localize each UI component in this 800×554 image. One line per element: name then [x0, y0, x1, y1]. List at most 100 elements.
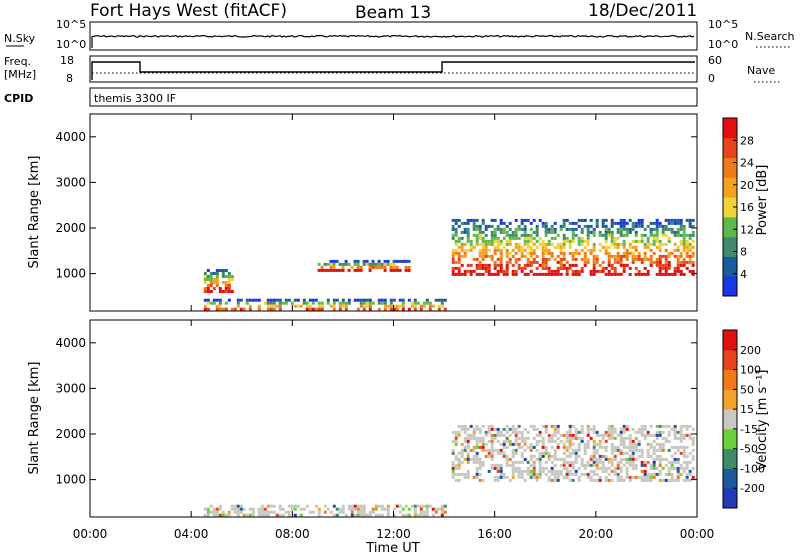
scatter-cell	[691, 457, 695, 461]
colorbar-frame	[722, 329, 738, 509]
scatter-cell	[490, 451, 494, 455]
scatter-cell	[484, 266, 488, 270]
scatter-cell	[634, 257, 638, 261]
scatter-cell	[481, 445, 485, 449]
scatter-cell	[643, 472, 647, 476]
scatter-cell	[589, 463, 593, 467]
scatter-cell	[607, 272, 611, 276]
scatter-cell	[478, 263, 482, 267]
scatter-cell	[272, 504, 276, 508]
scatter-cell	[320, 268, 324, 272]
scatter-cell	[610, 448, 614, 452]
scatter-cell	[631, 260, 635, 264]
scatter-cell	[559, 433, 563, 437]
scatter-cell	[610, 478, 614, 482]
scatter-cell	[332, 504, 336, 508]
scatter-cell	[544, 451, 548, 455]
scatter-cell	[368, 298, 372, 302]
scatter-cell	[601, 221, 605, 225]
scatter-cell	[493, 230, 497, 234]
colorbar-swatch	[723, 177, 737, 198]
scatter-cell	[691, 448, 695, 452]
colorbar-swatch	[723, 216, 737, 238]
scatter-cell	[604, 266, 608, 270]
scatter-cell	[526, 218, 530, 222]
scatter-cell	[619, 466, 623, 470]
scatter-cell	[595, 472, 599, 476]
scatter-cell	[410, 304, 414, 308]
scatter-cell	[212, 513, 216, 517]
scatter-cell	[451, 260, 455, 264]
scatter-cell	[628, 218, 632, 222]
nave-label: Nave	[747, 64, 775, 77]
scatter-cell	[613, 466, 617, 470]
scatter-cell	[365, 259, 369, 263]
scatter-cell	[502, 433, 506, 437]
scatter-cell	[374, 507, 378, 511]
scatter-cell	[679, 427, 683, 431]
scatter-cell	[565, 433, 569, 437]
scatter-cell	[628, 266, 632, 270]
scatter-cell	[631, 239, 635, 243]
scatter-cell	[523, 439, 527, 443]
scatter-cell	[338, 301, 342, 305]
scatter-cell	[658, 248, 662, 252]
colorbar-swatch	[723, 157, 737, 178]
scatter-cell	[532, 260, 536, 264]
scatter-cell	[490, 242, 494, 246]
scatter-cell	[577, 272, 581, 276]
scatter-cell	[613, 221, 617, 225]
scatter-cell	[676, 436, 680, 440]
scatter-cell	[565, 239, 569, 243]
scatter-cell	[637, 224, 641, 228]
scatter-cell	[658, 442, 662, 446]
scatter-cell	[565, 469, 569, 473]
scatter-cell	[673, 272, 677, 276]
scatter-cell	[655, 424, 659, 428]
scatter-cell	[227, 298, 231, 302]
scatter-cell	[574, 248, 578, 252]
scatter-cell	[601, 445, 605, 449]
scatter-cell	[547, 457, 551, 461]
scatter-cell	[574, 460, 578, 464]
scatter-cell	[637, 442, 641, 446]
scatter-cell	[212, 301, 216, 305]
scatter-cell	[679, 433, 683, 437]
scatter-cell	[622, 242, 626, 246]
scatter-cell	[368, 265, 372, 269]
scatter-cell	[643, 463, 647, 467]
scatter-cell	[688, 469, 692, 473]
scatter-cell	[538, 218, 542, 222]
scatter-cell	[505, 430, 509, 434]
scatter-cell	[667, 251, 671, 255]
scatter-cell	[493, 466, 497, 470]
scatter-cell	[398, 504, 402, 508]
scatter-cell	[242, 507, 246, 511]
scatter-cell	[380, 504, 384, 508]
scatter-cell	[499, 463, 503, 467]
scatter-cell	[574, 433, 578, 437]
scatter-cell	[523, 224, 527, 228]
scatter-cell	[443, 307, 447, 311]
scatter-cell	[559, 472, 563, 476]
scatter-cell	[481, 236, 485, 240]
scatter-cell	[619, 439, 623, 443]
scatter-cell	[460, 230, 464, 234]
scatter-cell	[251, 298, 255, 302]
scatter-cell	[580, 239, 584, 243]
scatter-cell	[619, 427, 623, 431]
nave-tick-bottom: 0	[708, 72, 715, 85]
scatter-cell	[383, 268, 387, 272]
scatter-cell	[586, 430, 590, 434]
scatter-cell	[505, 266, 509, 270]
scatter-cell	[451, 430, 455, 434]
scatter-cell	[466, 439, 470, 443]
scatter-cell	[676, 260, 680, 264]
scatter-cell	[404, 259, 408, 263]
scatter-cell	[514, 460, 518, 464]
scatter-cell	[347, 262, 351, 266]
scatter-cell	[523, 457, 527, 461]
scatter-cell	[649, 230, 653, 234]
scatter-cell	[538, 454, 542, 458]
cpid-label: CPID	[4, 92, 33, 105]
